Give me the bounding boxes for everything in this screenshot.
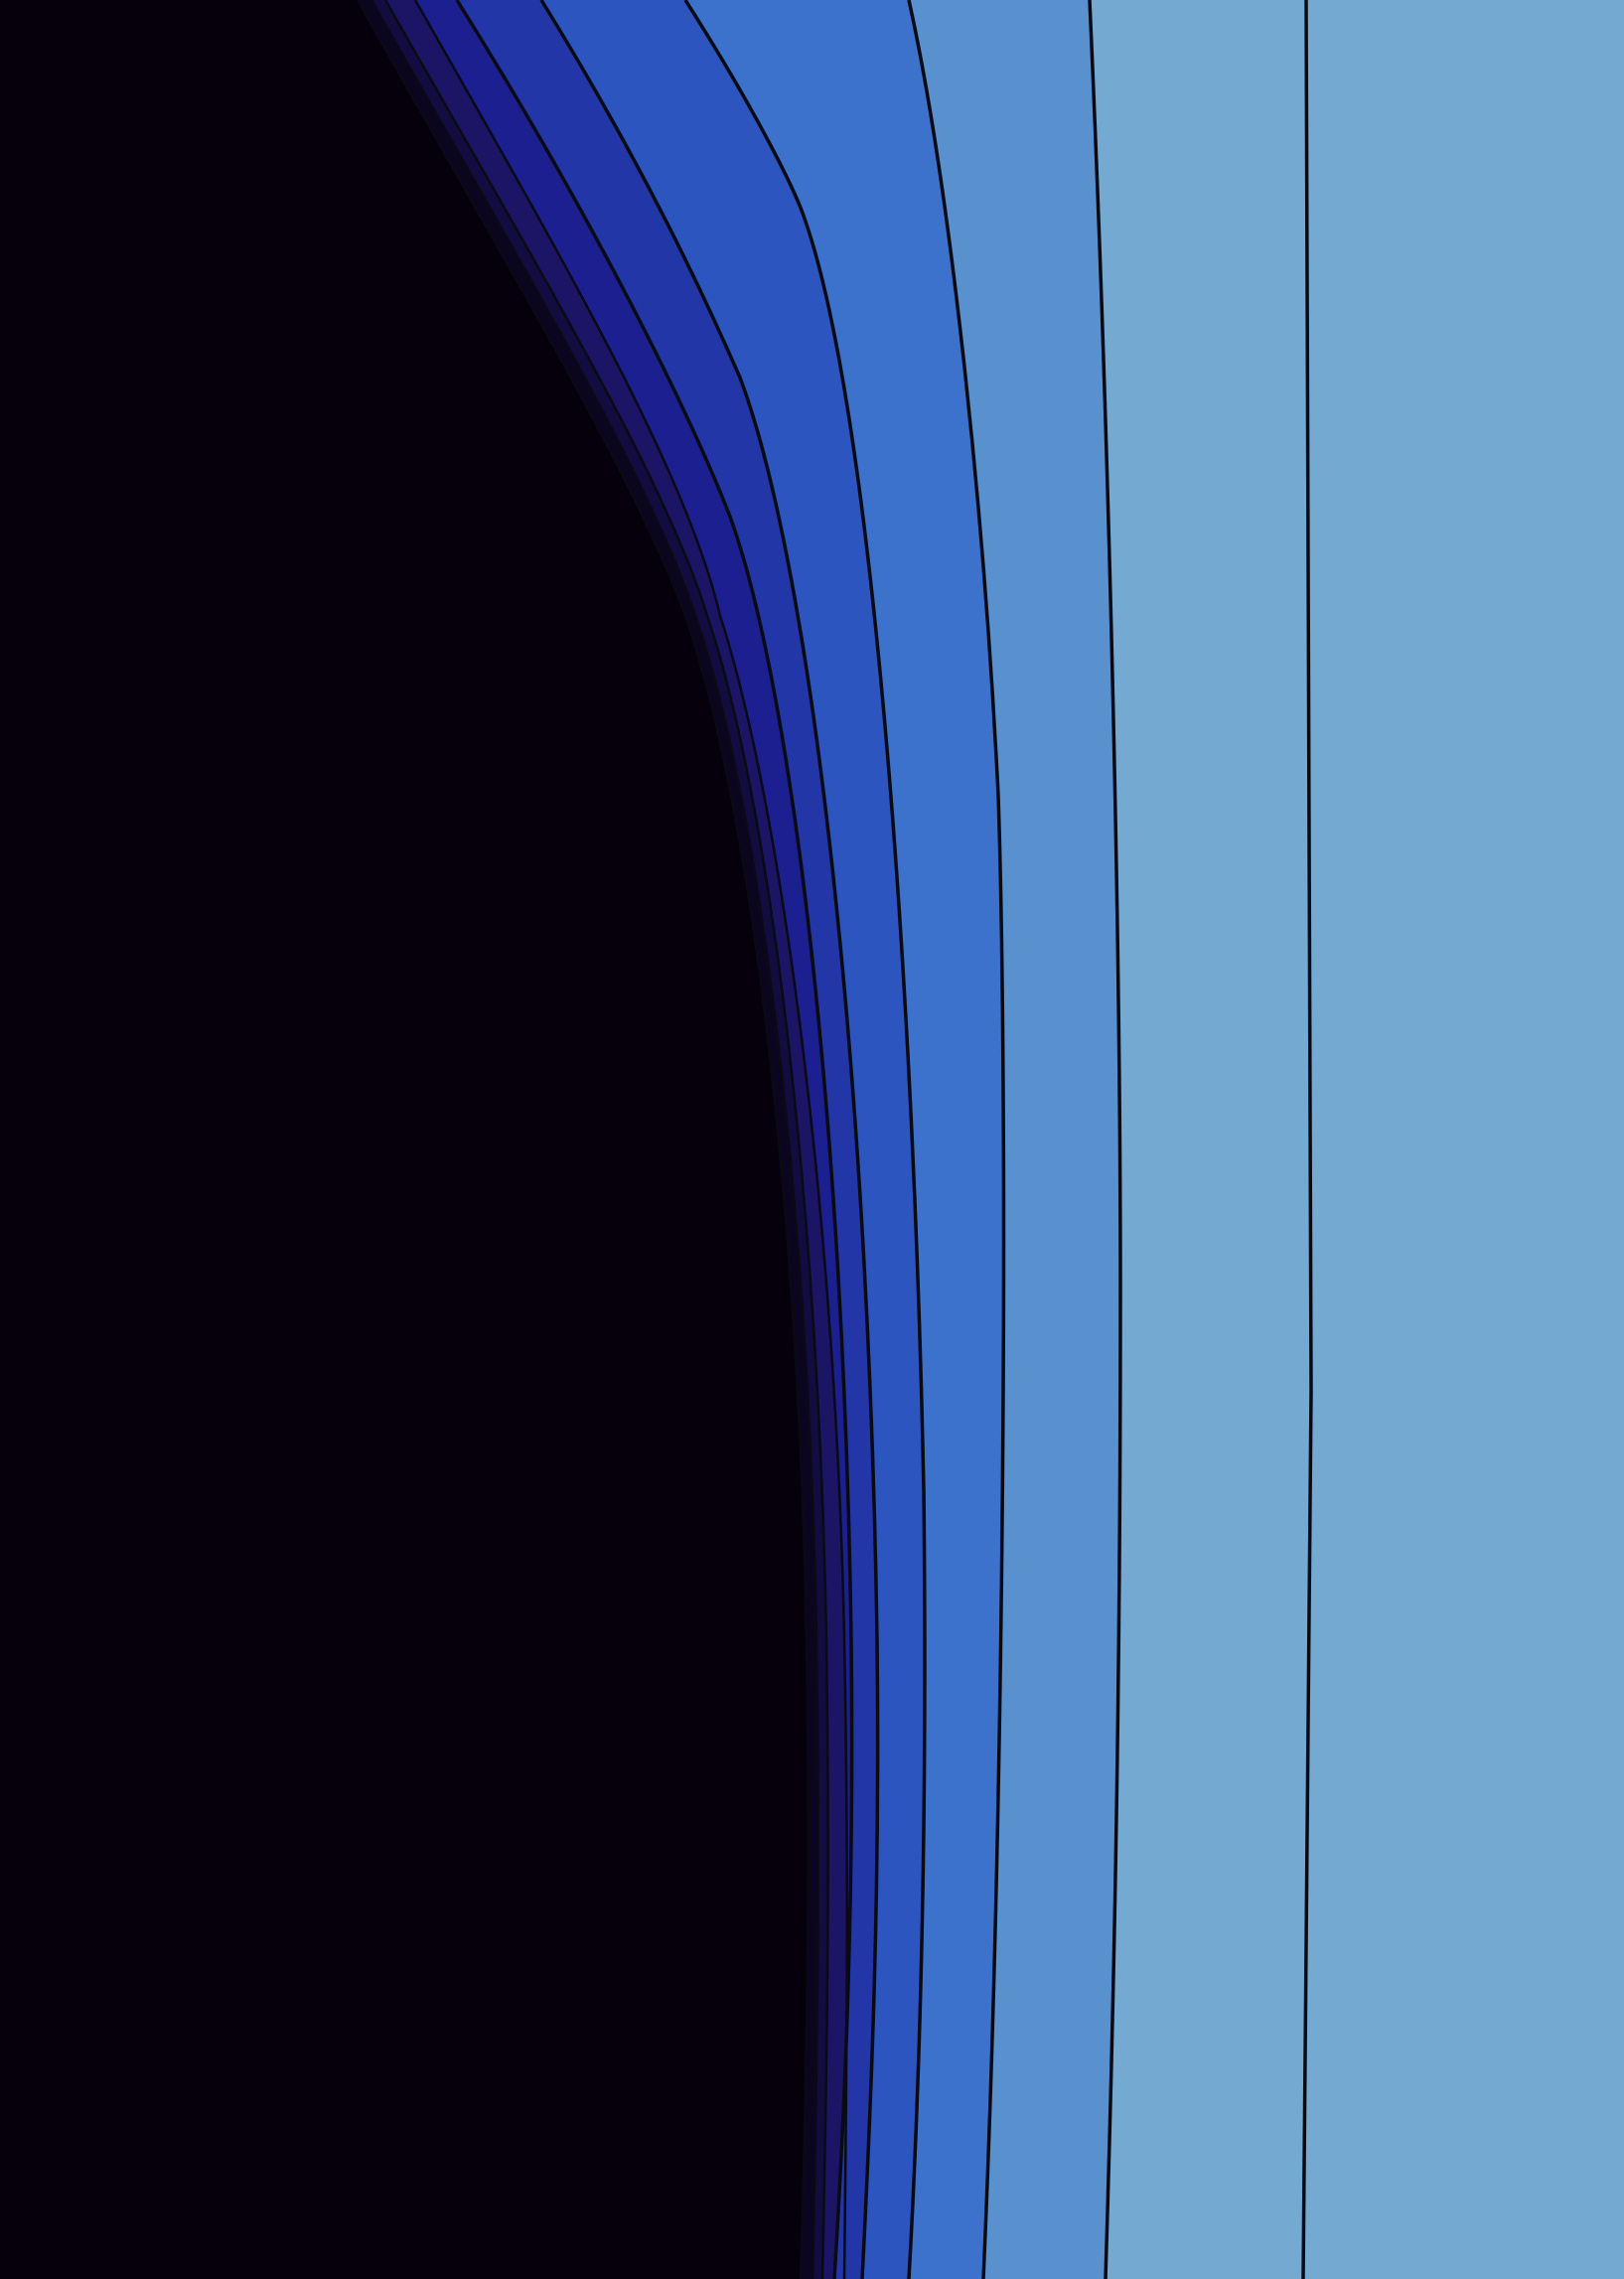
contour-band-9 xyxy=(1090,0,1624,2279)
contour-line-5 xyxy=(455,0,854,2279)
contour-line-9 xyxy=(1088,0,1122,2279)
contour-line-1 xyxy=(356,0,810,2279)
contour-line-8 xyxy=(907,0,1006,2279)
contour-line-2 xyxy=(369,0,819,2279)
contour-line-7 xyxy=(683,0,927,2279)
contour-line-6 xyxy=(539,0,880,2279)
contour-line-3 xyxy=(383,0,829,2279)
contour-line-4 xyxy=(413,0,848,2279)
